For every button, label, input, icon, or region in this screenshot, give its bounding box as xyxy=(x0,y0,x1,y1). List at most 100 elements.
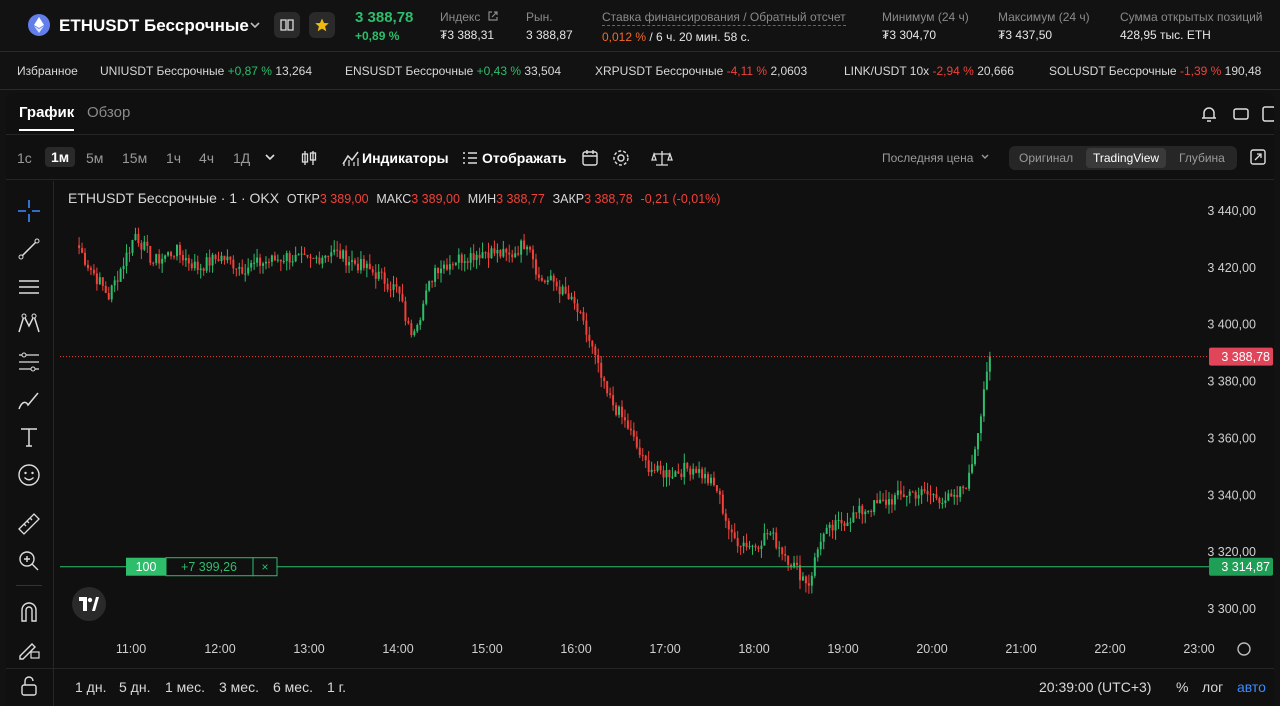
timeframe-5m[interactable]: 5м xyxy=(86,150,104,166)
percent-toggle[interactable]: % xyxy=(1176,679,1189,695)
position-price-tag xyxy=(1209,557,1273,576)
symbol-title[interactable]: ETHUSDT Бессрочные xyxy=(59,16,249,35)
ticker-item[interactable]: ENSUSDT Бессрочные +0,43 % 33,504 xyxy=(345,64,561,78)
range-1y[interactable]: 1 г. xyxy=(327,679,346,695)
candle-body xyxy=(671,476,674,478)
stat-index[interactable]: Индекс ₮3 388,31 xyxy=(440,10,499,42)
horizontal-lines-icon[interactable] xyxy=(16,274,42,300)
candle-body xyxy=(392,284,395,290)
timeframe-4h[interactable]: 4ч xyxy=(199,150,215,166)
chevron-down-icon[interactable] xyxy=(248,18,262,32)
display-settings-icon[interactable] xyxy=(460,148,480,168)
favorites-label[interactable]: Избранное xyxy=(17,64,78,78)
range-3m[interactable]: 3 мес. xyxy=(219,679,259,695)
external-link-icon[interactable] xyxy=(487,10,499,22)
range-1d[interactable]: 1 дн. xyxy=(75,679,107,695)
favorite-star-icon[interactable] xyxy=(309,12,335,38)
scale-icon[interactable] xyxy=(651,148,673,168)
timezone-clock[interactable]: 20:39:00 (UTC+3) xyxy=(1039,679,1152,695)
gear-icon[interactable] xyxy=(611,148,631,168)
alert-bell-icon[interactable] xyxy=(1199,104,1219,124)
timeframe-1s[interactable]: 1с xyxy=(17,150,32,166)
lock-drawing-icon[interactable] xyxy=(16,636,42,662)
auto-scale-toggle[interactable]: авто xyxy=(1237,679,1266,695)
view-tradingview[interactable]: TradingView xyxy=(1086,148,1167,168)
indicators-icon[interactable] xyxy=(341,148,361,168)
price-chart[interactable]: 3 440,00 3 420,00 3 400,00 3 380,00 3 360,00… xyxy=(6,93,1274,668)
candle-body xyxy=(146,241,149,247)
x-axis-tick-label: 19:00 xyxy=(827,642,858,656)
ticker-item[interactable]: UNIUSDT Бессрочные +0,87 % 13,264 xyxy=(100,64,312,78)
stat-funding[interactable]: Ставка финансирования / Обратный отсчет … xyxy=(602,10,846,44)
candle-body xyxy=(374,272,377,279)
candle-body xyxy=(976,433,979,450)
candle-body xyxy=(846,522,849,526)
position-close-button[interactable] xyxy=(252,557,278,577)
stat-label[interactable]: Ставка финансирования / Обратный отсчет xyxy=(602,10,846,26)
y-axis-tick-label: 3 320,00 xyxy=(1207,545,1256,559)
timeframe-1m[interactable]: 1м xyxy=(45,147,76,167)
close-icon[interactable]: × xyxy=(261,560,268,574)
brush-icon[interactable] xyxy=(16,387,42,413)
ruler-icon[interactable] xyxy=(16,511,42,537)
range-6m[interactable]: 6 мес. xyxy=(273,679,313,695)
price-source-select[interactable]: Последняя цена xyxy=(882,151,990,165)
timeframe-1h[interactable]: 1ч xyxy=(166,150,182,166)
candle-body xyxy=(247,267,250,274)
text-icon[interactable] xyxy=(16,424,42,450)
view-depth[interactable]: Глубина xyxy=(1179,151,1225,165)
tradingview-logo[interactable] xyxy=(72,587,106,621)
indicators-button[interactable]: Индикаторы xyxy=(362,150,449,166)
x-axis-tick-label: 22:00 xyxy=(1094,642,1125,656)
candle-body xyxy=(748,546,751,548)
ticker-change: -1,39 % xyxy=(1179,64,1222,78)
magnet-icon[interactable] xyxy=(16,599,42,625)
crosshair-icon[interactable] xyxy=(16,198,42,224)
ticker-item[interactable]: SOLUSDT Бессрочные -1,39 % 190,48 xyxy=(1049,64,1261,78)
candle-body xyxy=(205,257,208,271)
candle-body xyxy=(529,246,532,250)
fib-retracement-icon[interactable] xyxy=(16,349,42,375)
chevron-down-icon[interactable] xyxy=(264,151,276,163)
timeframe-15m[interactable]: 15м xyxy=(122,150,148,166)
candle-body xyxy=(552,275,555,282)
ticker-item[interactable]: LINK/USDT 10x -2,94 % 20,666 xyxy=(844,64,1014,78)
candle-body xyxy=(979,416,982,434)
range-1m[interactable]: 1 мес. xyxy=(165,679,205,695)
candle-body xyxy=(531,249,534,260)
candle-body xyxy=(778,547,781,549)
display-button[interactable]: Отображать xyxy=(482,150,567,166)
calendar-icon[interactable] xyxy=(580,148,600,168)
candle-body xyxy=(573,296,576,304)
unlock-icon[interactable] xyxy=(16,673,42,699)
pattern-icon[interactable] xyxy=(16,311,42,337)
candle-body xyxy=(567,293,570,300)
timeframe-1d[interactable]: 1Д xyxy=(233,150,251,166)
collapse-panel-icon[interactable] xyxy=(1262,104,1274,124)
candle-body xyxy=(727,520,730,530)
candle-body xyxy=(695,468,698,473)
candle-body xyxy=(950,493,953,497)
y-axis-tick-label: 3 380,00 xyxy=(1207,375,1256,389)
emoji-icon[interactable] xyxy=(16,462,42,488)
candle-body xyxy=(445,264,448,270)
ticker-item[interactable]: XRPUSDT Бессрочные -4,11 % 2,0603 xyxy=(595,64,807,78)
zoom-in-icon[interactable] xyxy=(16,548,42,574)
range-5d[interactable]: 5 дн. xyxy=(119,679,151,695)
candle-body xyxy=(899,490,902,495)
axis-settings-icon[interactable] xyxy=(1237,642,1251,656)
book-icon[interactable] xyxy=(274,12,300,38)
candle-body xyxy=(312,257,315,259)
trend-line-icon[interactable] xyxy=(16,236,42,262)
fullscreen-icon[interactable] xyxy=(1249,148,1267,166)
candle-type-icon[interactable] xyxy=(299,148,319,168)
tab-chart[interactable]: График xyxy=(19,104,75,131)
view-original[interactable]: Оригинал xyxy=(1019,151,1074,165)
window-icon[interactable] xyxy=(1231,104,1251,124)
candle-body xyxy=(98,277,101,285)
log-toggle[interactable]: лог xyxy=(1202,679,1224,695)
candle-body xyxy=(825,527,828,534)
candle-body xyxy=(712,477,715,486)
tab-overview[interactable]: Обзор xyxy=(87,104,131,121)
candle-body xyxy=(707,474,710,484)
